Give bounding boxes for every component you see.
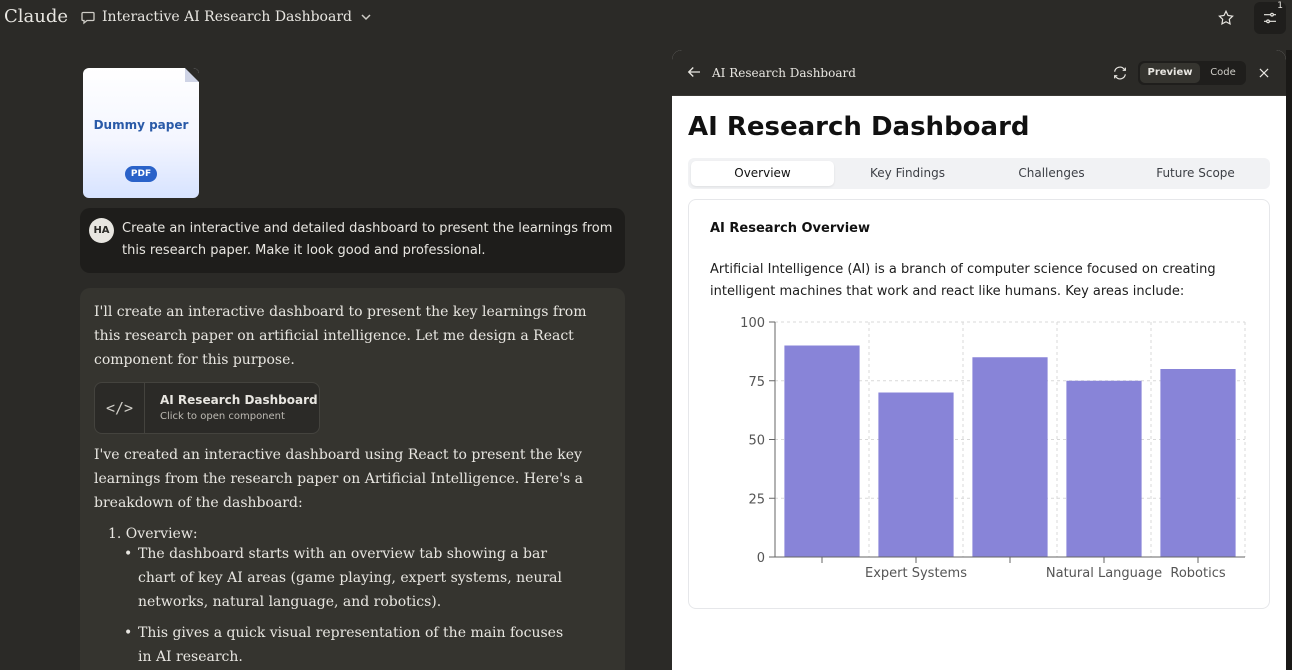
code-icon: </> xyxy=(95,383,145,433)
top-bar: Claude Interactive AI Research Dashboard… xyxy=(0,0,1292,36)
pdf-attachment[interactable]: Dummy paper PDF xyxy=(83,68,199,198)
conversation-title: Interactive AI Research Dashboard xyxy=(102,9,352,25)
assistant-intro: I'll create an interactive dashboard to … xyxy=(94,304,587,368)
list-item: 1. Overview: xyxy=(108,526,198,542)
card-description: Artificial Intelligence (AI) is a branch… xyxy=(710,262,1216,299)
y-tick-label: 0 xyxy=(757,551,765,566)
panel-header: AI Research Dashboard Preview Code xyxy=(672,50,1286,96)
user-message: HA Create an interactive and detailed da… xyxy=(80,208,625,273)
assistant-message: I'll create an interactive dashboard to … xyxy=(80,288,625,670)
x-tick-label: Robotics xyxy=(1170,566,1225,581)
chart-bar xyxy=(784,345,860,557)
list-item: • The dashboard starts with an overview … xyxy=(124,542,568,614)
artifact-panel: AI Research Dashboard Preview Code AI Re… xyxy=(672,50,1286,670)
star-icon xyxy=(1218,9,1234,26)
dashboard-title: AI Research Dashboard xyxy=(688,112,1030,142)
bullet-icon: • xyxy=(124,546,133,562)
conversation-title-button[interactable]: Interactive AI Research Dashboard xyxy=(80,9,374,25)
x-tick-label: Expert Systems xyxy=(865,566,967,581)
chart-bar xyxy=(1066,380,1142,557)
bullet-text: The dashboard starts with an overview ta… xyxy=(138,546,562,610)
star-button[interactable] xyxy=(1210,2,1242,34)
artifact-title: AI Research Dashboard xyxy=(160,393,318,407)
card-title: AI Research Overview xyxy=(710,221,870,236)
chat-bubble-icon xyxy=(81,11,95,25)
x-tick-label: Natural Language xyxy=(1046,566,1162,581)
chart-bar xyxy=(878,392,954,557)
artifact-card[interactable]: </> AI Research Dashboard Click to open … xyxy=(94,382,320,434)
y-tick-label: 100 xyxy=(740,316,765,331)
assistant-summary: I've created an interactive dashboard us… xyxy=(94,447,584,511)
refresh-icon[interactable] xyxy=(1112,65,1128,81)
back-arrow-icon[interactable] xyxy=(685,63,703,81)
brand-logo[interactable]: Claude xyxy=(4,6,69,27)
preview-tab[interactable]: Preview xyxy=(1140,63,1200,83)
settings-button[interactable]: 1 xyxy=(1254,1,1286,34)
panel-title: AI Research Dashboard xyxy=(712,66,856,80)
bullet-text: This gives a quick visual representation… xyxy=(138,625,564,665)
view-toggle: Preview Code xyxy=(1138,61,1246,85)
tab-key-findings[interactable]: Key Findings xyxy=(870,166,945,180)
artifact-subtitle: Click to open component xyxy=(160,411,285,422)
chat-thread: Dummy paper PDF HA Create an interactive… xyxy=(80,50,626,670)
list-item: • This gives a quick visual representati… xyxy=(124,621,568,669)
tab-challenges[interactable]: Challenges xyxy=(1018,166,1085,180)
overview-card: AI Research Overview Artificial Intellig… xyxy=(688,199,1270,609)
y-tick-label: 25 xyxy=(748,492,765,507)
bar-chart: 0 25 50 75 100 Expert Systems Natural Language… xyxy=(740,316,1246,581)
chart-bar xyxy=(972,357,1048,557)
y-tick-label: 75 xyxy=(748,375,765,390)
code-tab[interactable]: Code xyxy=(1210,67,1236,78)
chevron-down-icon xyxy=(361,14,371,21)
user-message-text: Create an interactive and detailed dashb… xyxy=(122,221,613,258)
notification-badge: 1 xyxy=(1277,1,1283,11)
avatar: HA xyxy=(89,218,114,243)
close-icon[interactable] xyxy=(1257,66,1271,80)
sliders-icon xyxy=(1264,12,1276,24)
tab-bar: Overview Key Findings Challenges Future … xyxy=(688,158,1270,189)
scrollbar-track xyxy=(1286,50,1292,670)
page-fold xyxy=(185,68,199,82)
y-tick-label: 50 xyxy=(748,434,765,449)
tab-overview[interactable]: Overview xyxy=(691,161,834,186)
file-type-badge: PDF xyxy=(125,166,157,182)
chart-bar xyxy=(1160,369,1236,557)
tab-future-scope[interactable]: Future Scope xyxy=(1156,166,1235,180)
attachment-title: Dummy paper xyxy=(93,118,189,132)
bullet-icon: • xyxy=(124,625,133,641)
